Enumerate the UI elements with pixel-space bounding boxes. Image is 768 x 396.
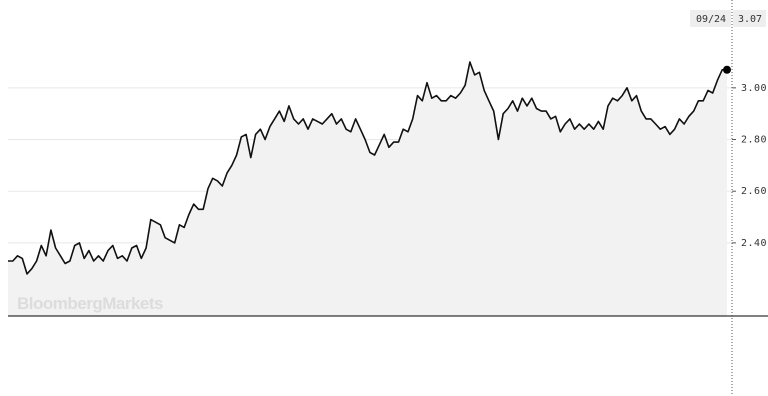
y-tick-label: 3.00 bbox=[741, 83, 767, 94]
y-tick-label: 2.60 bbox=[741, 186, 767, 197]
date-box bbox=[690, 10, 731, 27]
cursor-price: 3.07 bbox=[738, 14, 762, 25]
price-line bbox=[8, 61, 727, 275]
plot bbox=[8, 61, 731, 316]
price-box bbox=[733, 10, 766, 27]
y-axis: 2.40 2.60 2.80 3.00 bbox=[732, 83, 767, 249]
area bbox=[8, 62, 727, 316]
y-tick-label: 2.80 bbox=[741, 135, 767, 146]
last-point bbox=[723, 65, 731, 74]
y-tick-label: 2.40 bbox=[741, 238, 767, 249]
cursor-date: 09/24 bbox=[696, 14, 726, 25]
watermark: BloombergMarkets bbox=[17, 294, 163, 313]
